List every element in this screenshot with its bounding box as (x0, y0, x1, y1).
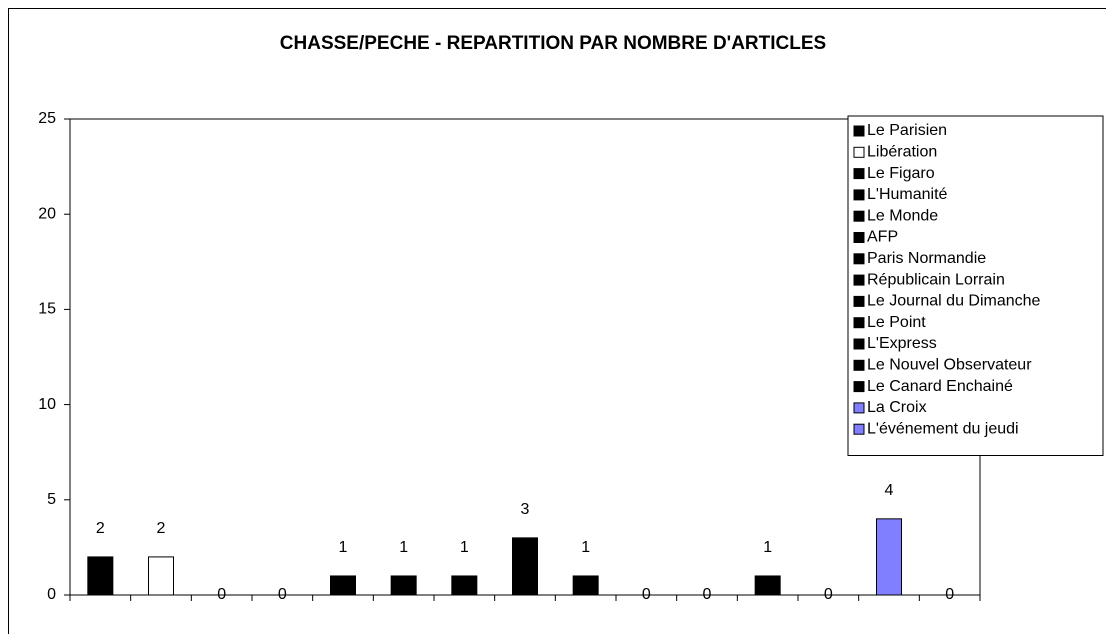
legend-label: Le Journal du Dimanche (867, 293, 1041, 310)
y-tick-label: 0 (47, 586, 56, 603)
data-label: 4 (885, 482, 894, 499)
y-tick-label: 20 (38, 205, 56, 222)
legend-swatch (853, 381, 865, 393)
legend-label: L'événement du jeudi (867, 420, 1019, 437)
legend-swatch (853, 402, 865, 414)
legend-label: Le Monde (867, 207, 938, 224)
legend-swatch (853, 295, 865, 307)
y-tick-label: 10 (38, 396, 56, 413)
legend-label: La Croix (867, 399, 927, 416)
legend-label: AFP (867, 229, 898, 246)
data-label: 1 (399, 539, 408, 556)
data-label: 0 (278, 586, 287, 603)
legend-label: L'Express (867, 335, 937, 352)
legend-swatch (853, 253, 865, 265)
legend-label: L'Humanité (867, 186, 948, 203)
bar (572, 575, 599, 596)
data-label: 3 (521, 501, 530, 518)
legend-label: Paris Normandie (867, 250, 986, 267)
legend-swatch (853, 168, 865, 180)
bar (876, 518, 902, 596)
bar (330, 575, 356, 596)
legend-label: Républicain Lorrain (867, 271, 1005, 288)
y-tick-label: 15 (38, 301, 56, 318)
legend-swatch (853, 317, 865, 329)
legend-label: Le Nouvel Observateur (867, 357, 1032, 374)
legend-swatch (853, 423, 865, 435)
plot-area (69, 118, 981, 596)
data-label: 0 (217, 586, 226, 603)
legend-label: Le Point (867, 314, 926, 331)
legend-swatch (853, 359, 865, 371)
chart-title: CHASSE/PECHE - REPARTITION PAR NOMBRE D'… (280, 33, 826, 54)
y-tick-label: 5 (47, 491, 56, 508)
bar (87, 556, 114, 596)
y-tick-label: 25 (38, 110, 56, 127)
data-label: 1 (763, 539, 772, 556)
legend-box (847, 115, 1104, 456)
chart-frame (8, 8, 1106, 634)
data-label: 1 (460, 539, 469, 556)
data-label: 0 (824, 586, 833, 603)
legend-swatch (853, 274, 865, 286)
legend-label: Libération (867, 144, 937, 161)
legend-swatch (853, 210, 865, 222)
data-label: 0 (945, 586, 954, 603)
legend-swatch (853, 232, 865, 243)
bar (390, 575, 417, 596)
data-label: 1 (339, 539, 348, 556)
legend-swatch (853, 125, 865, 137)
legend-label: Le Figaro (867, 165, 935, 182)
bar (754, 575, 781, 596)
legend-swatch (853, 189, 865, 201)
data-label: 0 (642, 586, 651, 603)
bar (148, 556, 174, 596)
data-label: 0 (703, 586, 712, 603)
legend-swatch (853, 338, 865, 350)
bar (451, 575, 478, 596)
legend-label: Le Parisien (867, 122, 947, 139)
data-label: 2 (96, 520, 105, 537)
legend-swatch (853, 146, 865, 158)
legend-label: Le Canard Enchainé (867, 378, 1013, 395)
bar (512, 537, 538, 596)
data-label: 2 (157, 520, 166, 537)
data-label: 1 (581, 539, 590, 556)
